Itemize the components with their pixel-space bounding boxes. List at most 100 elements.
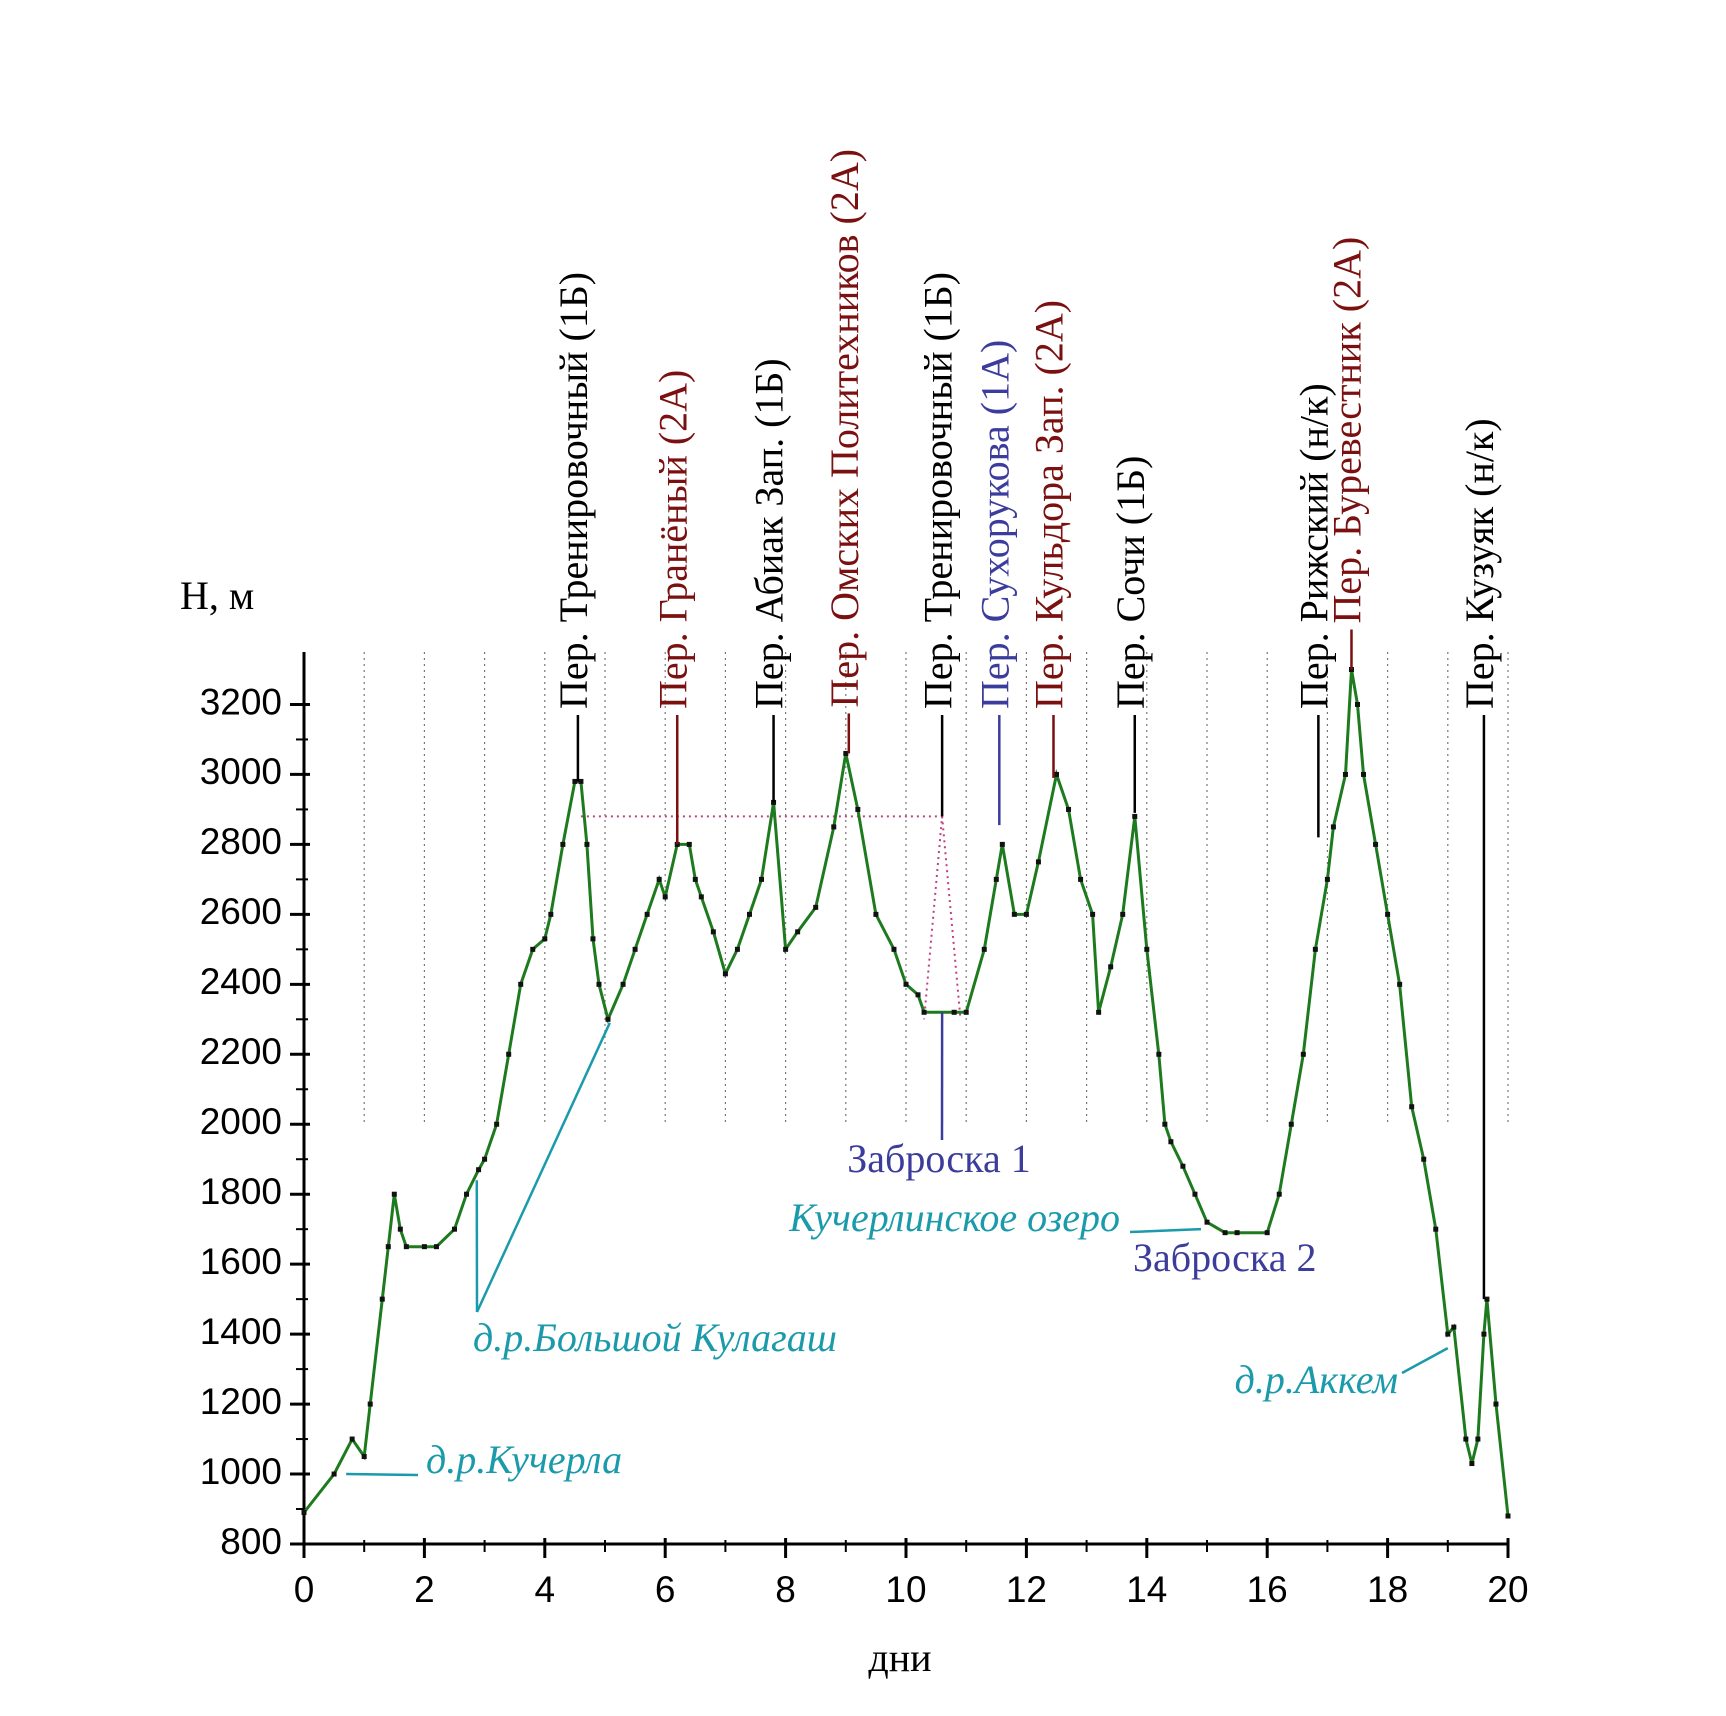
point-marker	[1324, 876, 1330, 882]
y-tick-label: 1400	[200, 1311, 282, 1352]
x-tick-label: 16	[1247, 1569, 1288, 1610]
point-marker	[951, 1009, 957, 1015]
point-marker	[1090, 911, 1096, 917]
point-marker	[662, 894, 668, 900]
point-marker	[999, 841, 1005, 847]
y-tick-label: 3200	[200, 681, 282, 722]
point-marker	[1078, 876, 1084, 882]
point-marker	[590, 936, 596, 942]
point-marker	[921, 1009, 927, 1015]
point-marker	[993, 876, 999, 882]
point-marker	[1385, 911, 1391, 917]
point-marker	[873, 911, 879, 917]
x-tick-label: 4	[535, 1569, 556, 1610]
point-marker	[518, 981, 524, 987]
point-marker	[1192, 1191, 1198, 1197]
point-marker	[1180, 1163, 1186, 1169]
point-marker	[1445, 1331, 1451, 1337]
point-marker	[855, 806, 861, 812]
point-marker	[1421, 1156, 1427, 1162]
point-marker	[379, 1296, 385, 1302]
point-marker	[605, 1016, 611, 1022]
point-marker	[783, 946, 789, 952]
point-marker	[981, 946, 987, 952]
point-marker	[686, 841, 692, 847]
pass-label: Пер. Кузуяк (н/к)	[1457, 418, 1502, 709]
point-marker	[1361, 771, 1367, 777]
point-marker	[620, 981, 626, 987]
dotted-line	[580, 815, 962, 1020]
pass-label: Пер. Омских Политехников (2А)	[822, 149, 867, 708]
point-marker	[1397, 981, 1403, 987]
point-marker	[1144, 946, 1150, 952]
point-marker	[1108, 964, 1114, 970]
point-marker	[1463, 1436, 1469, 1442]
point-marker	[1222, 1230, 1228, 1236]
point-marker	[1288, 1121, 1294, 1127]
point-marker	[1373, 841, 1379, 847]
point-marker	[1484, 1296, 1490, 1302]
pass-label: Пер. Сухорукова (1А)	[972, 340, 1017, 709]
note-pointer	[1401, 1347, 1449, 1375]
x-axis-label: дни	[868, 1635, 931, 1680]
point-marker	[1409, 1104, 1415, 1110]
point-marker	[1475, 1436, 1481, 1442]
y-tick-label: 1800	[200, 1171, 282, 1212]
point-marker	[1300, 1051, 1306, 1057]
pass-label: Пер. Тренировочный (1Б)	[551, 272, 596, 709]
point-marker	[1481, 1331, 1487, 1337]
point-marker	[560, 841, 566, 847]
y-tick-label: 2400	[200, 961, 282, 1002]
point-marker	[1156, 1051, 1162, 1057]
y-tick-label: 1000	[200, 1451, 282, 1492]
point-marker	[692, 876, 698, 882]
point-marker	[644, 911, 650, 917]
x-tick-label: 10	[885, 1569, 926, 1610]
point-marker	[1433, 1226, 1439, 1232]
y-tick-label: 2600	[200, 891, 282, 932]
point-marker	[632, 946, 638, 952]
point-marker	[349, 1436, 355, 1442]
point-marker	[1066, 806, 1072, 812]
note-label: д.р.Большой Кулагаш	[473, 1315, 837, 1360]
point-marker	[831, 824, 837, 830]
note-label: Кучерлинское озеро	[788, 1195, 1120, 1240]
point-marker	[1264, 1230, 1270, 1236]
point-marker	[1330, 824, 1336, 830]
point-marker	[746, 911, 752, 917]
x-tick-label: 14	[1126, 1569, 1167, 1610]
y-axis-label: H, м	[180, 573, 254, 618]
point-marker	[1054, 771, 1059, 777]
point-marker	[530, 946, 536, 952]
note-label: Заброска 2	[1133, 1235, 1316, 1280]
point-marker	[722, 971, 728, 977]
point-marker	[903, 981, 909, 987]
point-marker	[698, 894, 704, 900]
x-tick-label: 18	[1367, 1569, 1408, 1610]
point-marker	[1493, 1401, 1499, 1407]
point-marker	[1120, 911, 1126, 917]
note-pointer	[346, 1472, 419, 1477]
point-marker	[361, 1454, 367, 1460]
point-marker	[1505, 1513, 1511, 1519]
point-marker	[1355, 701, 1360, 707]
y-tick-label: 3000	[200, 751, 282, 792]
point-marker	[843, 750, 849, 756]
point-marker	[482, 1156, 488, 1162]
point-marker	[572, 778, 578, 784]
point-marker	[385, 1244, 391, 1250]
point-marker	[584, 841, 590, 847]
pass-label: Пер. Сочи (1Б)	[1108, 456, 1153, 709]
x-tick-label: 6	[655, 1569, 676, 1610]
x-tick-label: 0	[294, 1569, 315, 1610]
x-tick-label: 2	[414, 1569, 435, 1610]
point-marker	[301, 1510, 307, 1516]
point-marker	[367, 1401, 373, 1407]
point-marker	[578, 778, 584, 784]
point-marker	[464, 1191, 470, 1197]
point-marker	[1011, 911, 1017, 917]
point-marker	[1469, 1461, 1475, 1467]
y-tick-label: 800	[220, 1521, 282, 1562]
point-marker	[1162, 1121, 1168, 1127]
y-tick-label: 2800	[200, 821, 282, 862]
